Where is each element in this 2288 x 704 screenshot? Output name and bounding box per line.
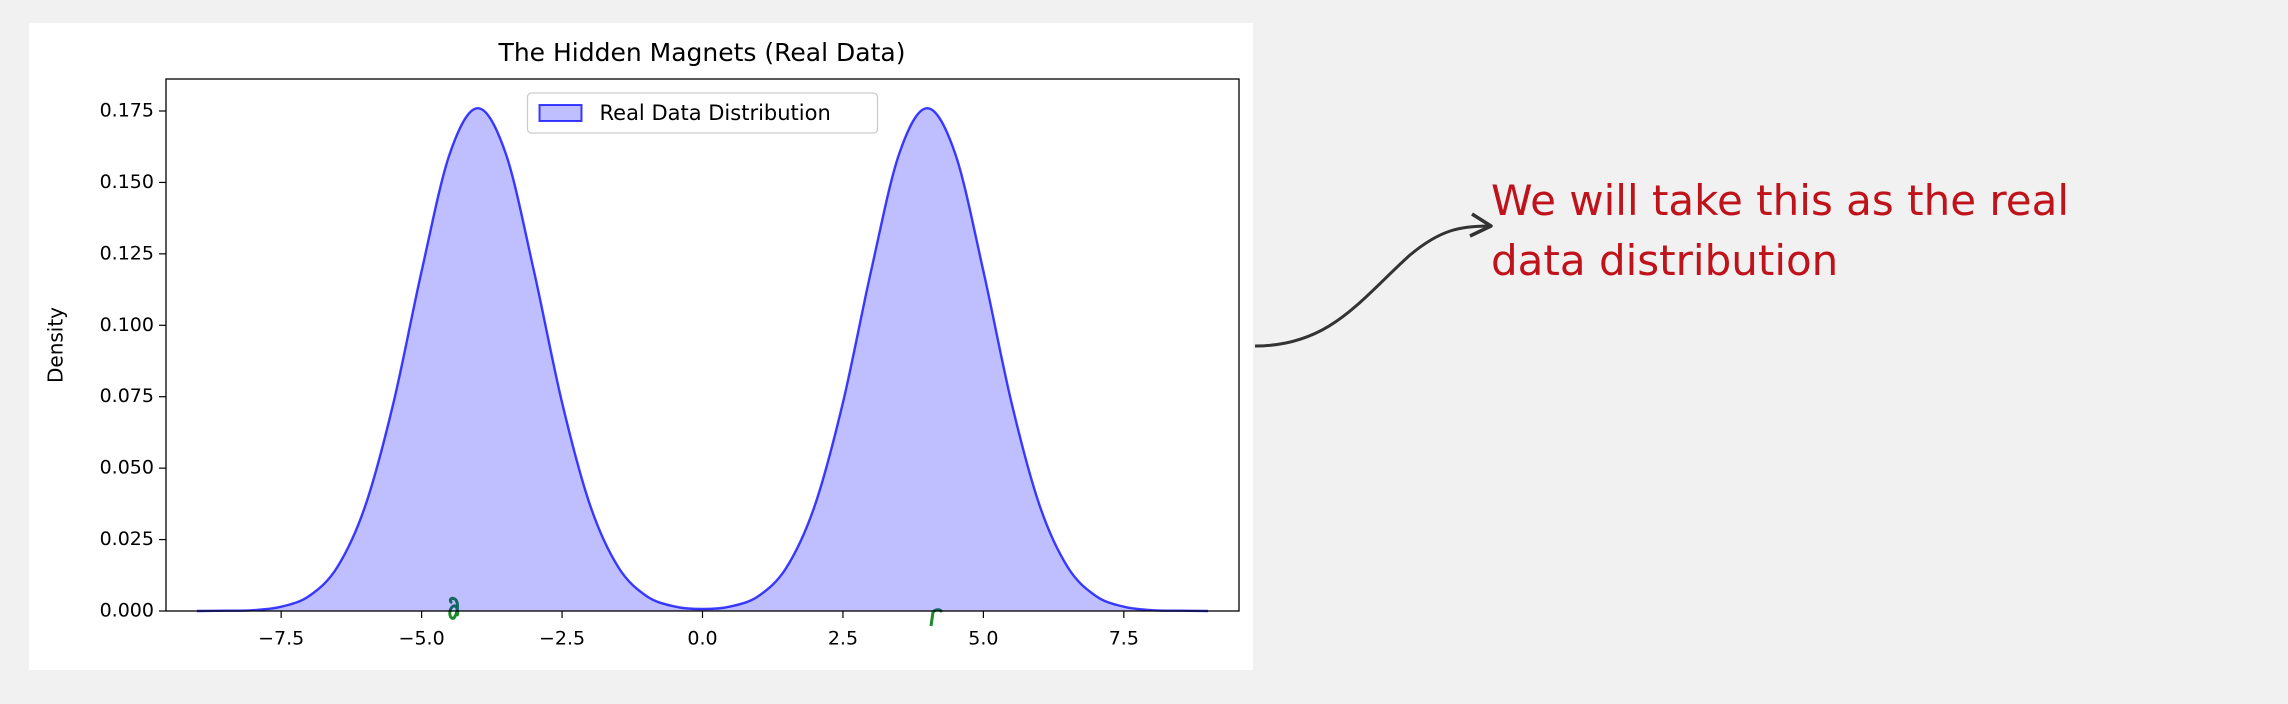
legend-label: Real Data Distribution (600, 101, 831, 125)
annotation-arrow (1254, 224, 1490, 348)
y-tick-label: 0.025 (100, 528, 154, 550)
y-tick-label: 0.125 (100, 242, 154, 264)
y-tick-label: 0.150 (100, 171, 154, 193)
plot-frame (165, 78, 1240, 612)
density-area (196, 108, 1209, 612)
y-tick-label: 0.050 (100, 457, 154, 479)
x-tick-label: 2.5 (828, 628, 858, 650)
y-tick-label: 0.175 (100, 100, 154, 122)
x-tick-label: −2.5 (539, 628, 585, 650)
annotation-text: We will take this as the real (1491, 176, 2069, 225)
arrow-head (1469, 212, 1493, 238)
legend-swatch (538, 104, 583, 122)
x-tick-label: 5.0 (968, 628, 998, 650)
y-tick-label: 0.075 (100, 385, 154, 407)
x-tick-label: 7.5 (1109, 628, 1139, 650)
x-tick-label: −5.0 (399, 628, 445, 650)
y-tick-label: 0.000 (100, 600, 154, 622)
density-line (196, 106, 1209, 613)
x-tick-label: −7.5 (258, 628, 304, 650)
legend: Real Data Distribution (526, 92, 879, 134)
y-tick-label: 0.100 (100, 314, 154, 336)
legend-box (526, 92, 879, 134)
annotation-text: data distribution (1491, 236, 1838, 285)
y-axis-label: Density (44, 307, 68, 383)
x-tick-label: 0.0 (687, 628, 717, 650)
scribble (448, 596, 460, 620)
chart-title: The Hidden Magnets (Real Data) (498, 38, 906, 67)
